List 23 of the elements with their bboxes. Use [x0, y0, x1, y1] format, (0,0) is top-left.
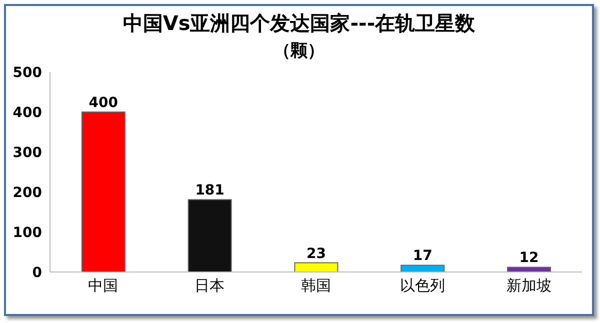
x-tick-label: 以色列	[400, 276, 445, 295]
data-label: 181	[195, 182, 224, 199]
bar	[507, 266, 552, 272]
y-tick-label: 500	[12, 64, 42, 81]
y-tick-label: 0	[32, 264, 42, 281]
chart-subtitle: （颗）	[272, 40, 326, 62]
data-label: 400	[88, 95, 118, 111]
x-tick-label: 新加坡	[506, 276, 552, 295]
y-tick-label: 400	[12, 104, 42, 121]
data-label: 23	[306, 246, 326, 262]
y-tick-label: 200	[12, 184, 42, 201]
x-tick-label: 韩国	[301, 276, 331, 295]
bar	[294, 262, 338, 272]
bar	[81, 112, 126, 272]
y-tick-label: 100	[12, 224, 42, 241]
x-tick-label: 日本	[194, 276, 225, 295]
bar	[400, 264, 445, 272]
chart-title: 中国Vs亚洲四个发达国家---在轨卫星数	[122, 10, 476, 37]
data-label: 17	[412, 248, 432, 264]
y-tick-label: 300	[12, 144, 42, 161]
x-tick-label: 中国	[88, 276, 118, 295]
bar	[188, 199, 232, 272]
data-label: 12	[519, 250, 539, 266]
